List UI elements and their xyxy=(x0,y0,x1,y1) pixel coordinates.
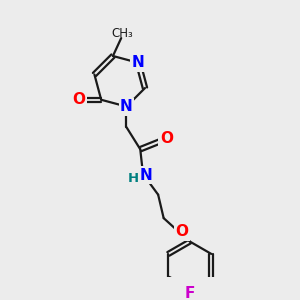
Text: N: N xyxy=(140,168,152,183)
Text: O: O xyxy=(175,224,188,239)
Text: CH₃: CH₃ xyxy=(112,27,134,40)
Text: O: O xyxy=(160,131,173,146)
Text: N: N xyxy=(132,55,145,70)
Text: N: N xyxy=(120,99,133,114)
Text: O: O xyxy=(73,92,86,107)
Text: F: F xyxy=(184,286,195,300)
Text: H: H xyxy=(128,172,139,185)
